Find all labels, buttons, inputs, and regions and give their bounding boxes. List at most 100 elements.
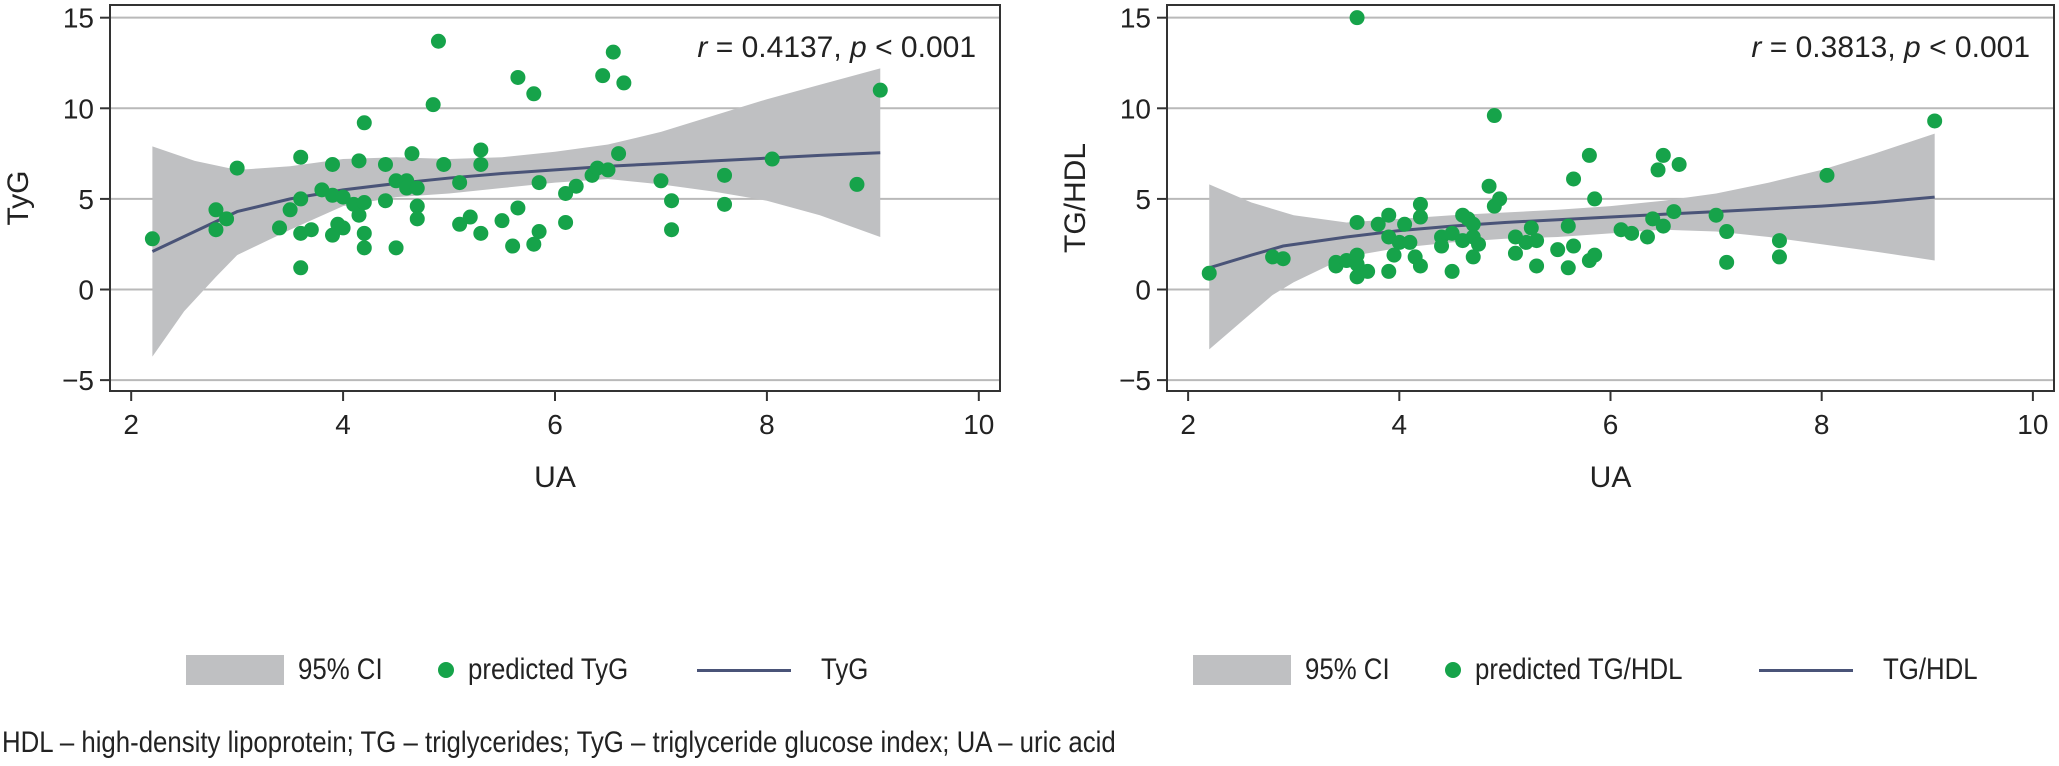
y-tick-label: 0 xyxy=(78,275,94,306)
data-point xyxy=(436,156,452,172)
data-point xyxy=(452,216,468,232)
ci-band xyxy=(152,68,881,357)
data-point xyxy=(388,173,404,189)
footnote: HDL – high-density lipoprotein; TG – tri… xyxy=(2,726,1116,759)
x-axis-label: UA xyxy=(1590,461,1632,494)
data-point xyxy=(425,97,441,113)
data-point xyxy=(872,82,888,98)
data-point xyxy=(409,198,425,214)
data-point xyxy=(399,180,415,196)
data-point xyxy=(1666,204,1682,220)
data-point xyxy=(1927,113,1943,129)
correlation-annotation: r = 0.3813, p < 0.001 xyxy=(1751,31,2030,64)
data-point xyxy=(1492,191,1508,207)
data-point xyxy=(1370,216,1386,232)
data-point xyxy=(1349,10,1365,26)
y-tick-label: 5 xyxy=(78,184,94,215)
data-point xyxy=(1471,236,1487,252)
data-point xyxy=(1360,263,1376,279)
x-tick-label: 10 xyxy=(963,409,994,440)
y-tick-label: 15 xyxy=(1120,3,1151,34)
x-tick-label: 4 xyxy=(1392,409,1408,440)
data-point xyxy=(1560,218,1576,234)
legend-item-ci: 95% CI xyxy=(186,653,396,687)
legend-line-marker xyxy=(1758,668,1853,672)
data-point xyxy=(510,200,526,216)
legend-line-label: TG/HDL xyxy=(1882,653,1978,686)
x-tick-label: 4 xyxy=(335,409,351,440)
data-point xyxy=(600,162,616,178)
data-point xyxy=(272,220,288,236)
data-point xyxy=(293,260,309,276)
data-point xyxy=(1402,234,1418,250)
data-point xyxy=(351,207,367,223)
data-point xyxy=(1650,162,1666,178)
data-point xyxy=(1412,209,1428,225)
data-point xyxy=(1529,233,1545,249)
y-axis-label: TG/HDL xyxy=(1059,143,1092,253)
data-point xyxy=(452,175,468,191)
data-point xyxy=(1639,229,1655,245)
data-point xyxy=(1771,249,1787,265)
legend-points-label: predicted TG/HDL xyxy=(1475,653,1683,686)
data-point xyxy=(1391,234,1407,250)
data-point xyxy=(1465,249,1481,265)
data-point xyxy=(717,167,733,183)
chart-tyg: −5 0 5 10 15 2 4 6 8 10 UA TyG r = 0.4137, p < 0.001 xyxy=(2,3,1001,494)
data-point xyxy=(1523,220,1539,236)
data-point xyxy=(1349,256,1365,272)
data-point xyxy=(595,68,611,84)
legend-ci-label: 95% CI xyxy=(298,653,383,686)
data-point xyxy=(293,149,309,165)
y-tick-label: 15 xyxy=(63,3,94,34)
data-point xyxy=(849,176,865,192)
data-point xyxy=(1434,238,1450,254)
data-point xyxy=(1566,238,1582,254)
data-point xyxy=(664,193,680,209)
data-point xyxy=(1381,207,1397,223)
data-point xyxy=(1465,216,1481,232)
legend-item-points: predicted TyG xyxy=(438,653,654,687)
data-point xyxy=(1719,254,1735,270)
data-point xyxy=(1655,147,1671,163)
data-point xyxy=(1529,258,1545,274)
data-point xyxy=(335,189,351,205)
legend-line-label: TyG xyxy=(820,653,868,686)
legend-ci-label: 95% CI xyxy=(1305,653,1390,686)
data-point xyxy=(219,211,235,227)
data-point xyxy=(1507,245,1523,261)
legend-item-line: TyG xyxy=(696,653,876,687)
legend-right: 95% CI predicted TG/HDL TG/HDL xyxy=(1193,650,2035,690)
data-point xyxy=(526,236,542,252)
data-point xyxy=(1550,242,1566,258)
annotation-value: < 0.001 xyxy=(867,31,976,64)
data-point xyxy=(1671,156,1687,172)
legend-points-marker xyxy=(1445,662,1462,678)
data-point xyxy=(404,146,420,162)
data-point xyxy=(293,191,309,207)
y-tick-label: −5 xyxy=(62,365,94,396)
x-tick-label: 8 xyxy=(759,409,775,440)
data-point xyxy=(335,220,351,236)
data-point xyxy=(494,213,510,229)
data-point xyxy=(764,151,780,167)
data-point xyxy=(351,153,367,169)
legend-item-line: TG/HDL xyxy=(1758,653,1993,687)
data-point xyxy=(558,214,574,230)
data-point xyxy=(325,156,340,172)
data-point xyxy=(510,69,526,85)
data-point xyxy=(1719,224,1735,240)
legend-points-label: predicted TyG xyxy=(468,653,629,686)
data-point xyxy=(473,225,489,241)
data-point xyxy=(1412,196,1428,212)
data-point xyxy=(1708,207,1724,223)
chart-tghdl: −5 0 5 10 15 2 4 6 8 10 UA TG/HDL r = 0.3813, p < 0.… xyxy=(1059,3,2055,494)
ci-band xyxy=(1209,133,1935,350)
data-point xyxy=(282,202,298,218)
data-point xyxy=(462,209,478,225)
data-point xyxy=(229,160,245,176)
y-tick-label: 0 xyxy=(1135,275,1151,306)
data-point xyxy=(388,240,404,256)
data-point xyxy=(208,202,224,218)
fit-line xyxy=(1208,195,1935,270)
